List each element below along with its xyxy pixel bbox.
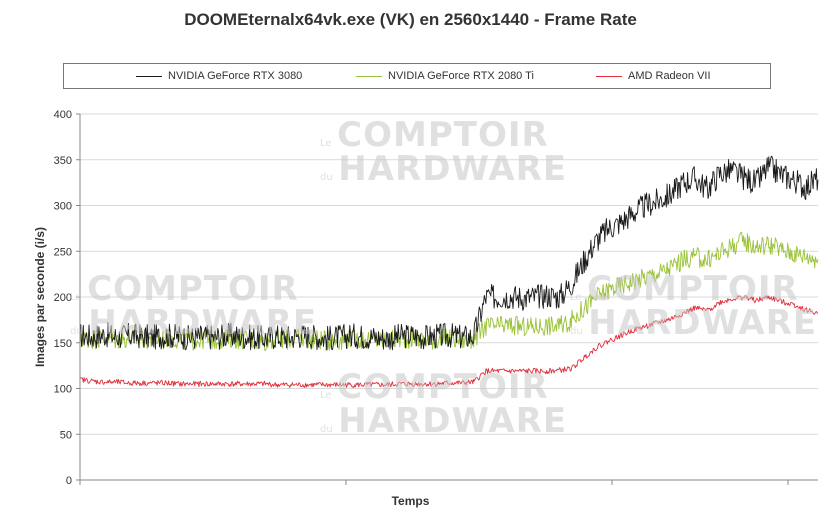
y-tick-label-200: 200 <box>54 292 72 304</box>
legend-swatch-rtx3080 <box>136 75 162 77</box>
y-tick-label-250: 250 <box>54 246 72 258</box>
y-tick-label-150: 150 <box>54 338 72 350</box>
series-lines <box>79 155 819 389</box>
y-tick-label-0: 0 <box>66 475 72 487</box>
legend-item-rtx3080: NVIDIA GeForce RTX 3080 <box>136 70 302 82</box>
chart-legend: NVIDIA GeForce RTX 3080 NVIDIA GeForce R… <box>63 63 771 89</box>
series-line-0 <box>79 155 819 351</box>
chart-title: DOOMEternalx64vk.exe (VK) en 2560x1440 -… <box>184 10 637 29</box>
legend-label-rtx2080ti: NVIDIA GeForce RTX 2080 Ti <box>388 70 534 82</box>
y-tick-label-300: 300 <box>54 201 72 213</box>
legend-item-rtx2080ti: NVIDIA GeForce RTX 2080 Ti <box>356 70 534 82</box>
y-tick-label-50: 50 <box>60 429 72 441</box>
legend-label-rtx3080: NVIDIA GeForce RTX 3080 <box>168 70 303 82</box>
x-axis-label: Temps <box>391 494 430 508</box>
y-tick-label-400: 400 <box>54 109 72 121</box>
y-tick-label-350: 350 <box>54 155 72 167</box>
legend-swatch-radeon-vii <box>596 75 622 77</box>
series-line-2 <box>79 295 819 389</box>
legend-label-radeon-vii: AMD Radeon VII <box>628 70 711 82</box>
grid-lines <box>80 113 818 435</box>
y-tick-label-100: 100 <box>54 384 72 396</box>
axes: 0 50 100 150 200 250 300 350 400 <box>54 109 818 487</box>
legend-swatch-rtx2080ti <box>356 75 382 77</box>
legend-item-radeon-vii: AMD Radeon VII <box>596 70 711 82</box>
series-line-1 <box>79 231 819 352</box>
